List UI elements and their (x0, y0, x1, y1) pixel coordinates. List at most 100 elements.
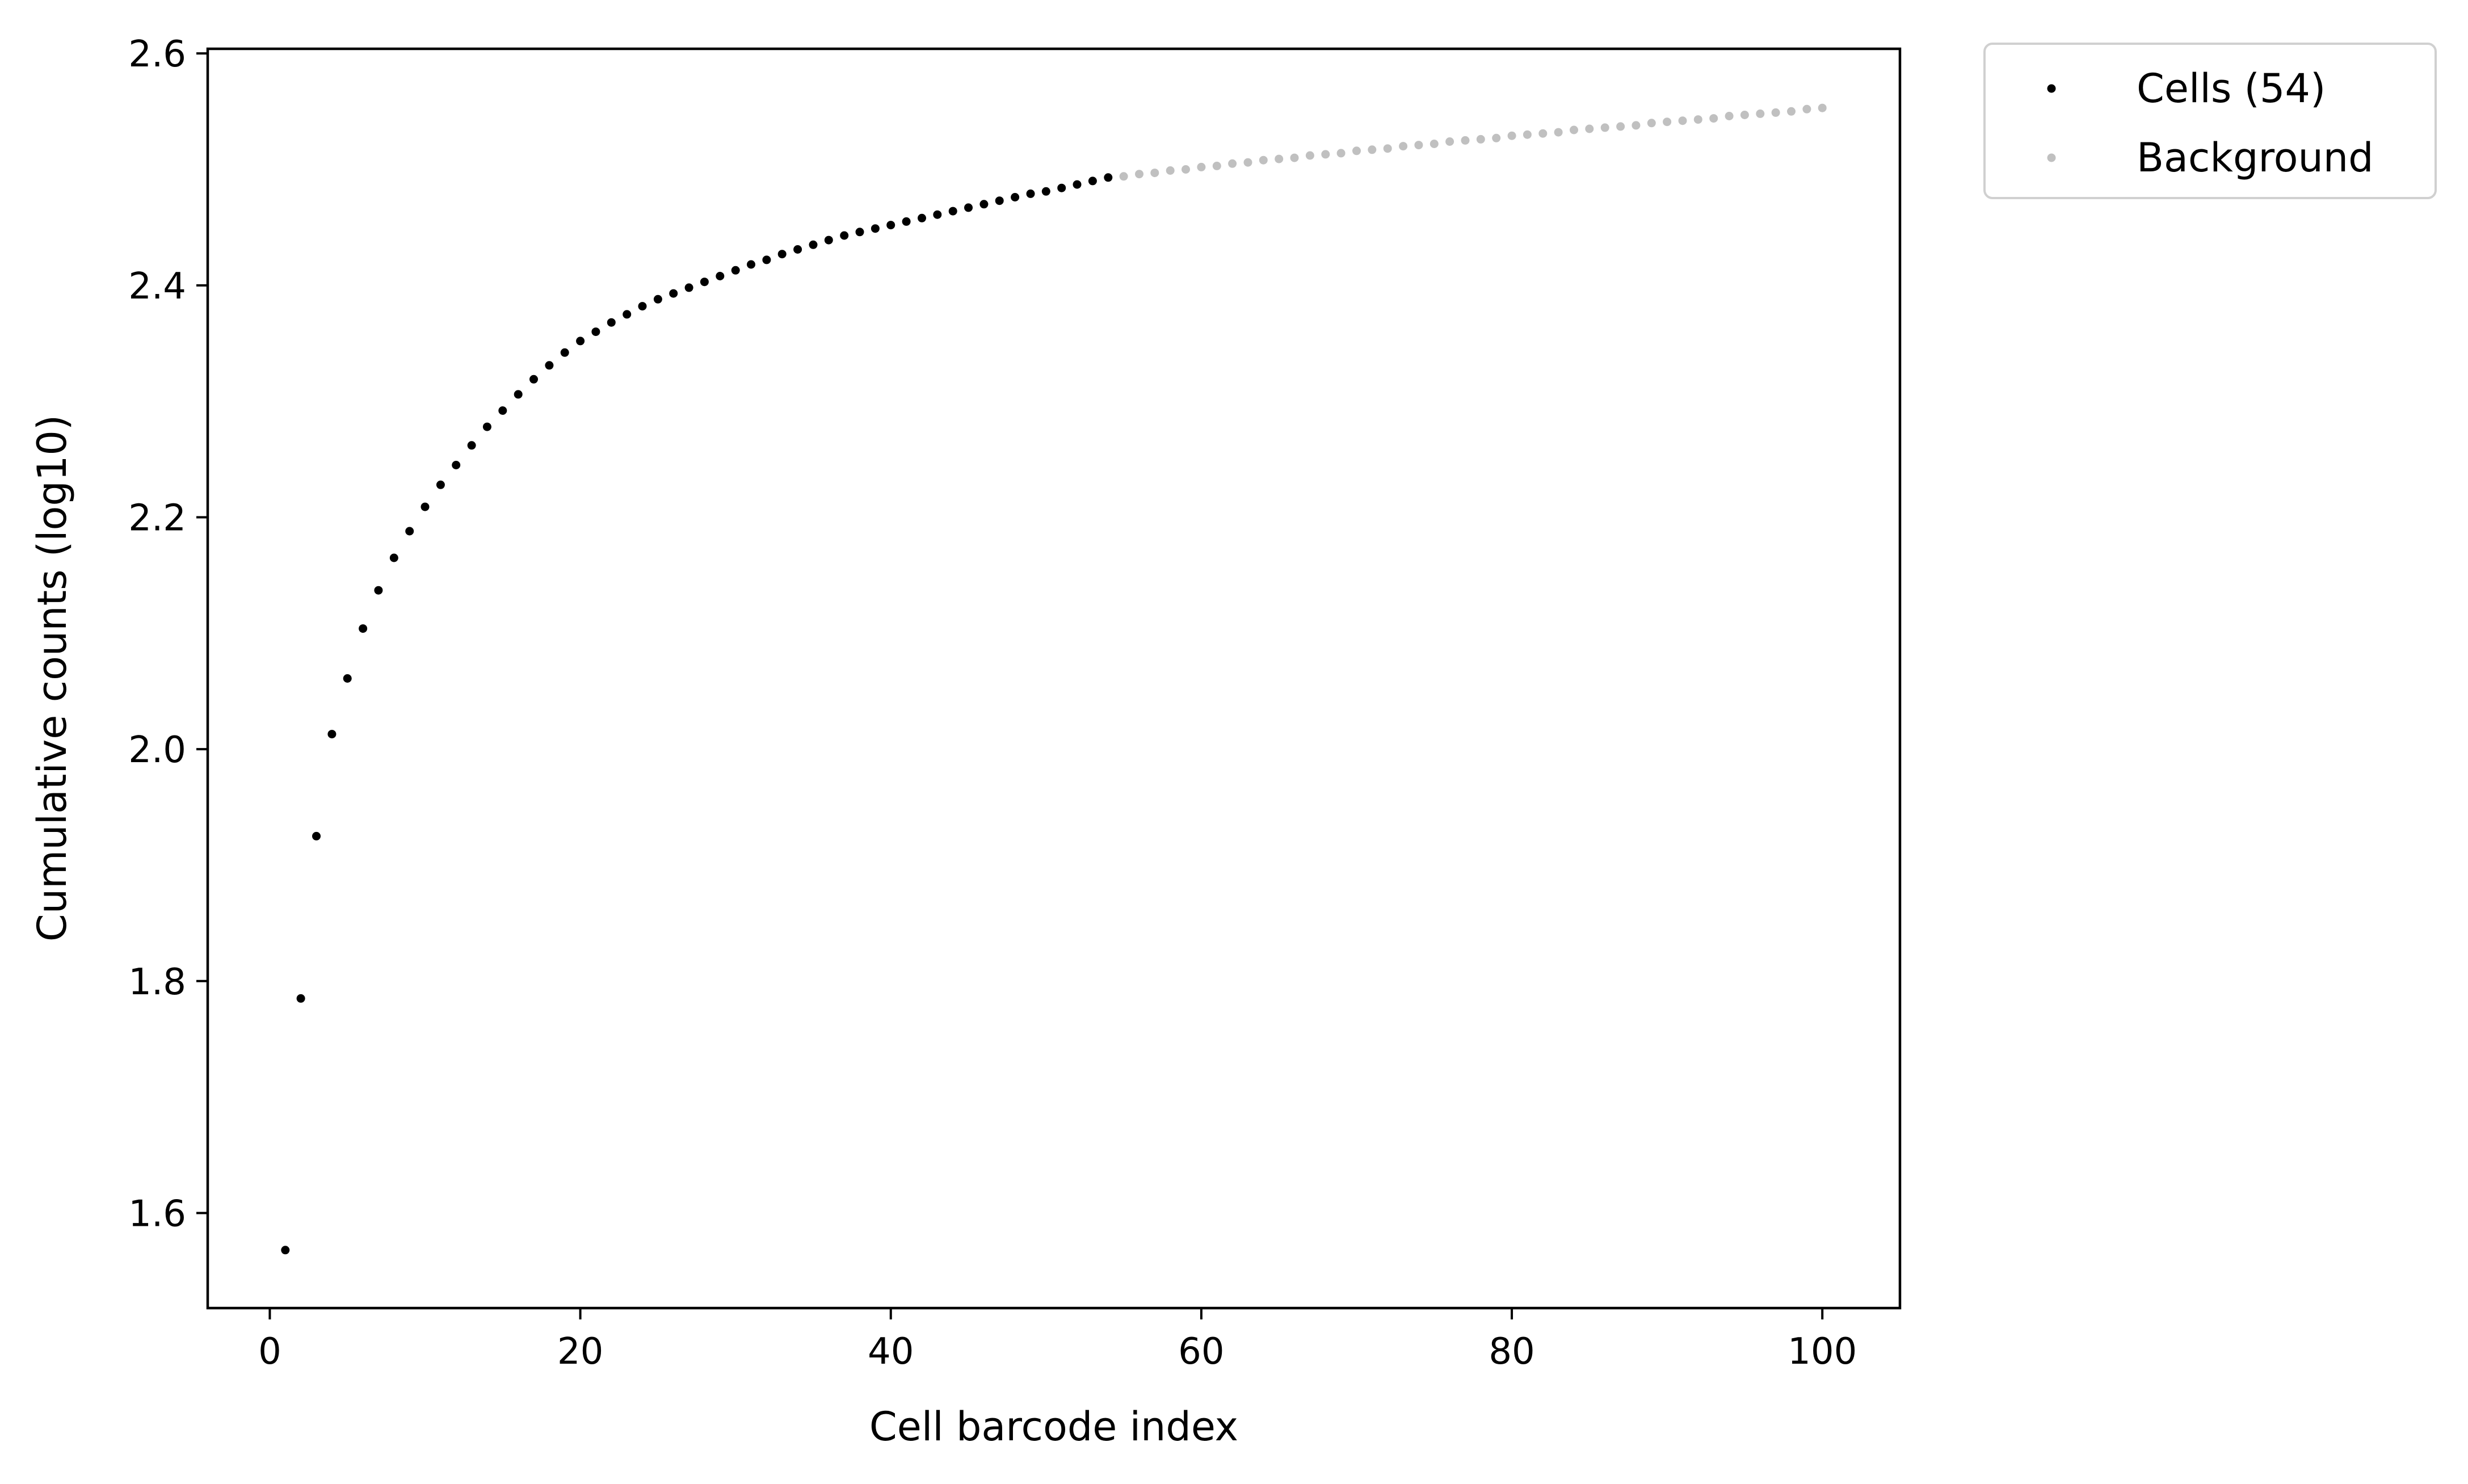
point-background-45 (1818, 103, 1827, 112)
point-cells-54-49 (1041, 187, 1050, 196)
point-cells-54-27 (700, 278, 709, 287)
point-cells-54-29 (731, 266, 740, 275)
point-cells-54-53 (1104, 173, 1113, 182)
point-cells-54-47 (1011, 193, 1020, 201)
point-background-43 (1787, 107, 1796, 116)
point-cells-54-51 (1073, 180, 1082, 189)
point-cells-54-25 (669, 289, 678, 298)
legend-box (1983, 43, 2437, 199)
x-axis: 0 20 40 60 80 100 (258, 1308, 1857, 1373)
legend-marker-background (2047, 153, 2056, 162)
y-tick-label-5: 2.6 (128, 33, 186, 75)
point-background-16 (1368, 145, 1377, 154)
point-background-30 (1585, 124, 1594, 133)
point-background-37 (1693, 115, 1702, 124)
point-cells-54-23 (638, 302, 647, 311)
x-tick-label-2: 40 (868, 1331, 914, 1373)
point-cells-54-50 (1057, 183, 1066, 192)
point-cells-54-7 (389, 553, 398, 562)
point-background-20 (1429, 140, 1439, 148)
point-cells-54-1 (296, 994, 305, 1003)
point-cells-54-3 (327, 730, 337, 739)
point-cells-54-15 (514, 390, 523, 399)
point-cells-54-9 (421, 502, 430, 511)
y-tick-label-2: 2.0 (128, 729, 186, 771)
point-background-44 (1802, 104, 1811, 113)
y-axis: 1.6 1.8 2.0 2.2 2.4 2.6 (128, 33, 208, 1235)
x-tick-label-0: 0 (258, 1331, 281, 1373)
point-cells-54-30 (747, 260, 755, 269)
point-background-9 (1259, 155, 1268, 165)
point-cells-54-41 (918, 213, 926, 222)
point-cells-54-33 (793, 245, 802, 254)
point-background-28 (1554, 128, 1563, 137)
point-background-33 (1632, 121, 1641, 130)
point-cells-54-52 (1088, 176, 1097, 186)
point-cells-54-10 (436, 480, 445, 489)
point-background-21 (1445, 137, 1454, 146)
legend-label-cells: Cells (54) (2137, 65, 2326, 112)
point-cells-54-48 (1026, 189, 1035, 198)
point-cells-54-13 (482, 422, 491, 431)
point-background-12 (1305, 151, 1314, 160)
point-cells-54-43 (948, 207, 957, 216)
point-background-4 (1182, 165, 1190, 174)
legend-label-background: Background (2137, 134, 2374, 181)
plot-frame (206, 47, 1902, 1310)
point-cells-54-45 (979, 200, 989, 209)
point-background-24 (1492, 133, 1501, 142)
point-cells-54-28 (716, 272, 725, 280)
point-background-17 (1383, 144, 1392, 153)
point-background-14 (1336, 149, 1346, 158)
point-background-7 (1228, 159, 1237, 168)
point-cells-54-14 (498, 406, 507, 415)
point-cells-54-6 (374, 586, 383, 595)
point-background-18 (1399, 142, 1408, 151)
point-cells-54-32 (777, 250, 787, 259)
point-cells-54-31 (762, 255, 771, 264)
legend: Cells (54) Background (1983, 43, 2437, 199)
y-tick-label-4: 2.4 (128, 266, 186, 308)
point-background-11 (1290, 153, 1299, 162)
point-background-8 (1243, 158, 1252, 167)
point-background-35 (1663, 117, 1672, 127)
point-cells-54-36 (840, 231, 849, 240)
point-background-5 (1197, 162, 1206, 171)
point-cells-54-19 (576, 337, 585, 346)
point-background-31 (1600, 123, 1609, 132)
point-cells-54-26 (684, 283, 693, 292)
point-cells-54-46 (995, 196, 1004, 205)
point-background-39 (1725, 112, 1734, 120)
point-background-15 (1352, 146, 1361, 155)
point-background-42 (1771, 108, 1780, 117)
y-axis-title: Cumulative counts (log10) (29, 415, 75, 941)
y-tick-label-0: 1.6 (128, 1193, 186, 1235)
x-axis-title: Cell barcode index (869, 1403, 1238, 1450)
point-cells-54-0 (281, 1246, 290, 1255)
point-background-27 (1538, 129, 1548, 138)
y-tick-label-3: 2.2 (128, 497, 186, 539)
point-cells-54-11 (452, 461, 461, 469)
x-tick-label-5: 100 (1788, 1331, 1857, 1373)
x-tick-label-3: 60 (1178, 1331, 1224, 1373)
x-tick-label-1: 20 (557, 1331, 603, 1373)
point-cells-54-8 (405, 527, 414, 536)
point-background-2 (1150, 169, 1159, 178)
x-tick-label-4: 80 (1489, 1331, 1534, 1373)
point-background-23 (1476, 134, 1485, 144)
point-cells-54-35 (824, 236, 833, 245)
point-cells-54-38 (871, 224, 880, 233)
point-cells-54-21 (607, 318, 616, 327)
point-cells-54-2 (312, 831, 321, 840)
point-background-40 (1740, 111, 1749, 119)
point-cells-54-12 (467, 441, 476, 450)
point-cells-54-24 (653, 295, 662, 304)
point-background-38 (1709, 114, 1718, 123)
point-cells-54-39 (886, 221, 895, 230)
point-cells-54-16 (529, 375, 538, 384)
point-background-25 (1507, 131, 1516, 140)
point-cells-54-17 (545, 361, 554, 370)
point-cells-54-42 (933, 210, 942, 219)
point-cells-54-4 (343, 674, 352, 683)
